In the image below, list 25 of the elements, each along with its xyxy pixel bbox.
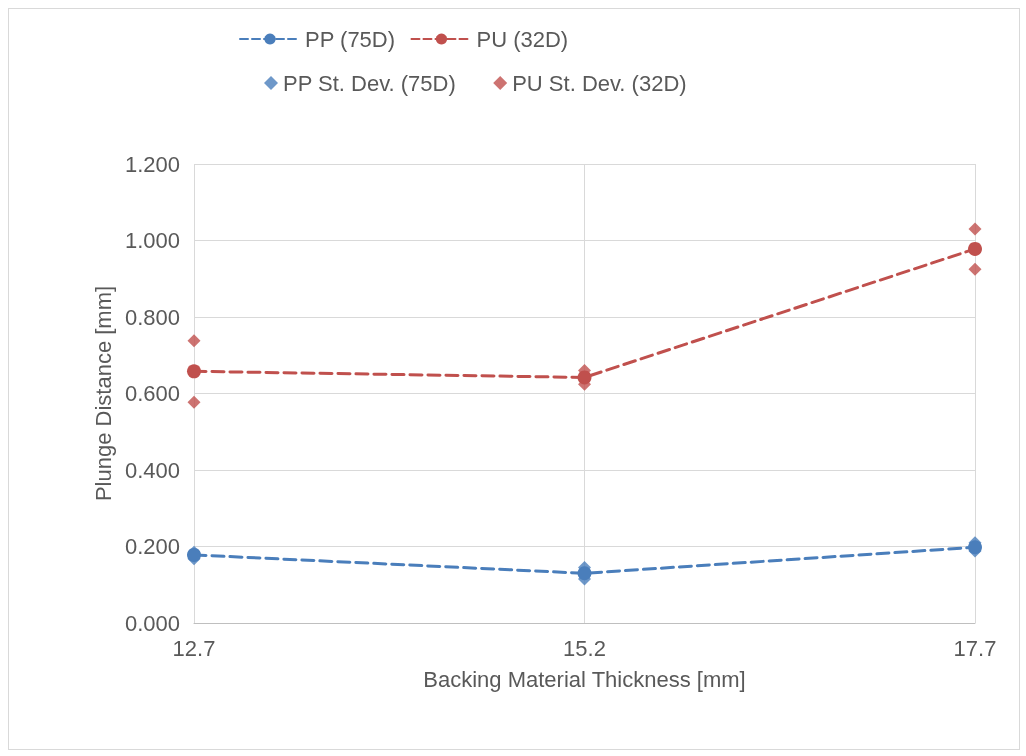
point [187, 395, 201, 409]
point [577, 566, 592, 581]
y-tick-label: 1.000 [124, 228, 180, 253]
y-tick-label: 0.600 [124, 381, 180, 406]
point [968, 540, 982, 555]
x-axis-title: Backing Material Thickness [mm] [423, 666, 746, 692]
y-tick-label: 0.400 [124, 457, 180, 483]
point [968, 262, 982, 276]
y-tick-label: 0.200 [124, 534, 180, 559]
y-tick-label: 0.800 [124, 304, 180, 330]
y-tick-label: 1.200 [124, 151, 180, 177]
legend-label: PP St. Dev. (75D) [283, 70, 456, 96]
point [187, 364, 201, 379]
legend-label: PP (75D) [305, 26, 396, 52]
x-tick-label: 17.7 [953, 635, 997, 661]
x-tick-label: 12.7 [172, 635, 216, 661]
x-tick-label: 15.2 [563, 635, 606, 661]
legend-label: PU (32D) [476, 26, 569, 52]
y-axis-title: Plunge Distance [mm] [90, 285, 116, 502]
point [577, 370, 592, 385]
legend-label: PU St. Dev. (32D) [512, 70, 687, 96]
point [968, 241, 982, 256]
y-tick-label: 0.000 [124, 610, 180, 636]
point [968, 222, 982, 236]
point [187, 334, 201, 348]
